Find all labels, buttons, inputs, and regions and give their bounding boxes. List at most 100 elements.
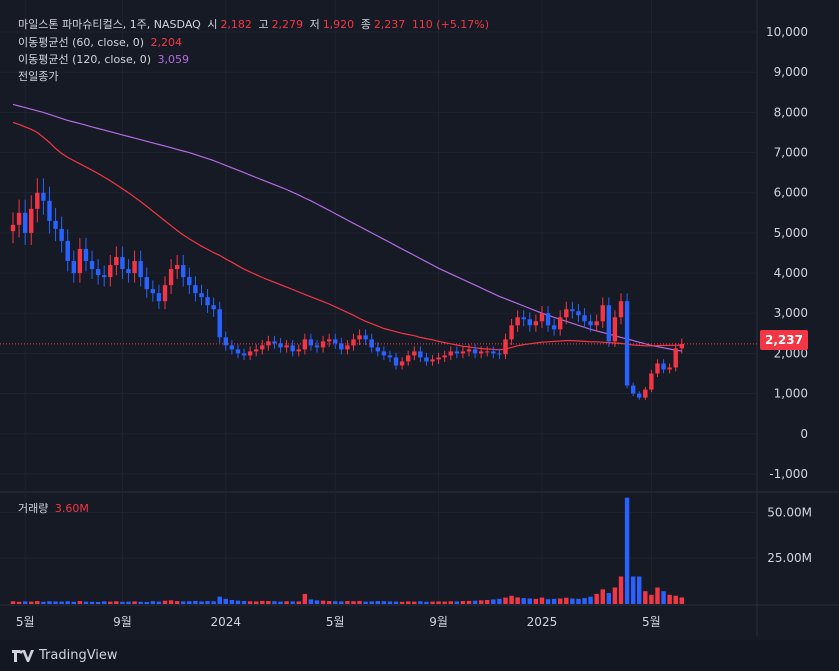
price-axis-label: 0	[800, 427, 808, 441]
volume-bar	[150, 601, 156, 604]
time-axis-label: 9월	[429, 615, 448, 629]
ma120-legend[interactable]: 이동평균선 (120, close, 0) 3,059	[18, 53, 192, 67]
time-axis-label: 2024	[211, 615, 242, 629]
volume-bar	[539, 597, 545, 604]
candle-body	[314, 345, 320, 348]
volume-bar	[387, 601, 393, 604]
candle-body	[618, 301, 624, 318]
grid-lines	[0, 0, 839, 636]
tradingview-logo[interactable]: TradingView	[12, 648, 118, 663]
volume-bar	[205, 601, 210, 604]
volume-bar	[272, 601, 277, 604]
candle-body	[424, 357, 429, 362]
volume-bar	[637, 576, 642, 604]
volume-bar	[497, 598, 502, 604]
volume-bar	[673, 595, 678, 604]
candle-body	[272, 341, 277, 344]
candle-body	[448, 351, 453, 356]
volume-bar	[582, 598, 587, 604]
candle-body	[308, 339, 314, 346]
volume-bar	[333, 601, 338, 604]
volume-bar	[284, 601, 289, 604]
candle-body	[351, 339, 356, 346]
volume-bar	[412, 601, 417, 604]
volume-bar	[363, 601, 368, 604]
candle-body	[77, 248, 83, 274]
ma60-label: 이동평균선 (60, close, 0)	[18, 36, 144, 49]
volume-bar	[612, 587, 618, 604]
high-label: 고	[258, 18, 269, 31]
candle-body	[290, 345, 295, 352]
volume-bar	[71, 601, 76, 604]
chart-canvas[interactable]: 10,000 9,000 8,000 7,000 6,000 5,000 4,000 3,00…	[0, 0, 839, 640]
ma120-label: 이동평균선 (120, close, 0)	[18, 53, 151, 66]
candle-body	[114, 257, 119, 266]
volume-bar	[53, 601, 58, 604]
volume-bar	[290, 601, 295, 604]
volume-bar	[114, 601, 119, 604]
volume-bar	[162, 600, 168, 604]
change-value: 110 (+5.17%)	[411, 18, 490, 31]
open-value: 2,182	[220, 18, 252, 31]
low-label: 저	[309, 18, 320, 31]
prev-close-legend[interactable]: 전일종가	[18, 70, 61, 84]
candle-body	[83, 248, 89, 262]
candle-body	[497, 353, 502, 355]
volume-bar	[406, 601, 411, 604]
time-axis-label: 5월	[642, 615, 661, 629]
volume-bar	[22, 601, 28, 604]
candle-body	[594, 321, 599, 326]
candle-body	[570, 309, 575, 312]
price-axis-label: 3,000	[774, 306, 808, 320]
candle-body	[10, 224, 16, 232]
candle-body	[168, 269, 174, 286]
price-axis-label: 1,000	[774, 387, 808, 401]
candle-body	[199, 293, 204, 298]
volume-bar	[509, 595, 514, 604]
volume-bar	[649, 594, 654, 604]
ma60-value: 2,204	[150, 36, 183, 49]
candle-body	[211, 305, 216, 310]
volume-bar	[320, 600, 326, 604]
volume-bar	[630, 576, 636, 604]
ma120-line	[12, 103, 682, 352]
volume-bar	[223, 598, 228, 604]
volume-bar	[10, 601, 16, 604]
candle-body	[363, 335, 368, 340]
candle-body	[430, 359, 435, 362]
volume-bar	[235, 600, 241, 604]
candle-body	[320, 341, 326, 348]
volume-bar	[308, 599, 314, 604]
candle-body	[41, 192, 46, 201]
candle-body	[643, 389, 648, 398]
volume-bar	[485, 599, 490, 604]
volume-bar	[156, 601, 162, 604]
volume-bar	[77, 601, 83, 604]
volume-bar	[624, 497, 630, 604]
volume-bar	[545, 599, 551, 604]
volume-bar	[558, 598, 563, 604]
candle-body	[661, 363, 666, 370]
volume-bar	[211, 601, 216, 604]
candle-body	[564, 309, 569, 318]
volume-bar	[375, 601, 380, 604]
volume-bar	[278, 601, 283, 604]
candle-body	[478, 351, 484, 354]
volume-bar	[521, 598, 526, 604]
ma120-line-layer	[12, 103, 682, 352]
candle-body	[138, 261, 143, 278]
volume-bar	[339, 601, 344, 604]
candle-body	[108, 265, 113, 278]
volume-bar	[193, 600, 198, 604]
candle-body	[247, 351, 253, 356]
candle-body	[521, 317, 526, 320]
candle-body	[71, 261, 76, 274]
time-axis-label: 9월	[113, 615, 132, 629]
volume-bar	[41, 601, 46, 604]
ma60-legend[interactable]: 이동평균선 (60, close, 0) 2,204	[18, 36, 185, 50]
candle-body	[266, 341, 271, 346]
volume-legend[interactable]: 거래량 3.60M	[18, 502, 92, 516]
price-axis-label: 10,000	[766, 25, 808, 39]
candle-body	[673, 348, 678, 368]
